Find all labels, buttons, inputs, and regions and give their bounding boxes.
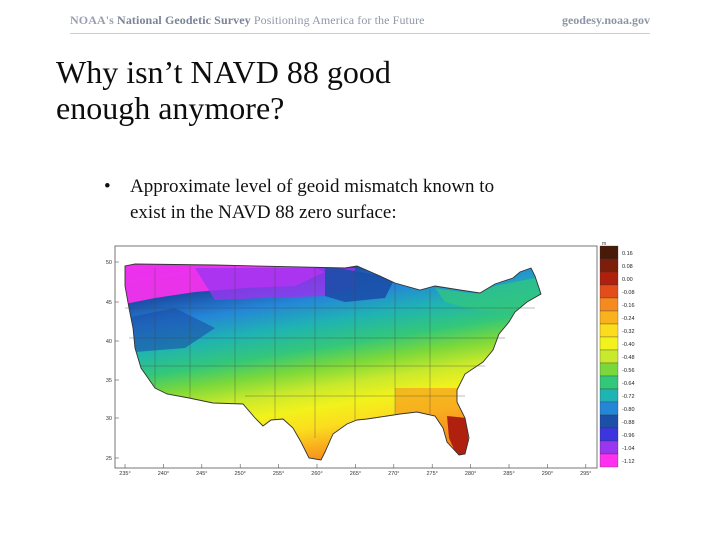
colorbar-swatch: [599, 414, 619, 429]
map-figure: 50 45 40 35 30 25 235° 240° 245° 250° 255° 260° 265…: [106, 241, 635, 477]
lat-label: 30: [106, 416, 112, 422]
colorbar-unit: m: [602, 241, 606, 247]
colorbar-label: -0.48: [622, 355, 635, 361]
colorbar-label: 0.00: [622, 277, 633, 283]
lon-label: 240°: [158, 471, 169, 477]
colorbar-swatch: [599, 323, 619, 338]
lon-label: 275°: [427, 471, 438, 477]
header-site-link[interactable]: geodesy.noaa.gov: [561, 13, 650, 27]
bullet-text: Approximate level of geoid mismatch know…: [130, 174, 630, 226]
colorbar-swatch: [599, 284, 619, 299]
colorbar-label: -0.96: [622, 433, 635, 439]
slide-title-line-1: Why isn’t NAVD 88 good: [56, 54, 391, 90]
colorbar-label: -1.04: [622, 446, 635, 452]
colorbar-label: 0.08: [622, 264, 633, 270]
lon-label: 245°: [196, 471, 207, 477]
lon-label: 260°: [311, 471, 322, 477]
colorbar-label: -0.64: [622, 381, 635, 387]
colorbar-label: -0.24: [622, 316, 635, 322]
lat-label: 45: [106, 300, 112, 306]
lon-label: 250°: [235, 471, 246, 477]
bullet-text-line-2: exist in the NAVD 88 zero surface:: [130, 202, 397, 223]
colorbar-label: -1.12: [622, 459, 635, 465]
bullet-text-line-1: Approximate level of geoid mismatch know…: [130, 176, 495, 197]
lat-label: 35: [106, 378, 112, 384]
colorbar-label: -0.80: [622, 407, 635, 413]
header-divider: [70, 33, 650, 34]
colorbar-label: -0.08: [622, 290, 635, 296]
noaa-brand: NOAA's: [70, 13, 114, 27]
lat-label: 25: [106, 456, 112, 462]
us-outline: [124, 263, 542, 461]
colorbar-label: -0.40: [622, 342, 635, 348]
colorbar-label: 0.16: [622, 251, 633, 257]
lon-label: 295°: [580, 471, 591, 477]
colorbar-swatch: [599, 297, 619, 312]
colorbar-swatch: [599, 388, 619, 403]
colorbar-swatch: [599, 440, 619, 455]
latitude-labels: 50 45 40 35 30 25: [106, 260, 119, 462]
ngs-name: National Geodetic Survey: [117, 13, 251, 27]
longitude-labels: 235° 240° 245° 250° 255° 260° 265° 270° 275° 280°…: [119, 464, 591, 477]
bullet-marker: •: [104, 176, 111, 197]
slide-title: Why isn’t NAVD 88 good enough anymore?: [56, 54, 506, 126]
slide-title-line-2: enough anymore?: [56, 90, 285, 126]
header-tagline: Positioning America for the Future: [253, 13, 425, 27]
colorbar-swatch: [599, 362, 619, 377]
colorbar-label: -0.88: [622, 420, 635, 426]
lon-label: 265°: [350, 471, 361, 477]
colorbar-swatch: [599, 349, 619, 364]
header-branding: NOAA's National Geodetic Survey Position…: [70, 13, 425, 28]
geoid-mismatch-map: 50 45 40 35 30 25 235° 240° 245° 250° 255° 260° 265…: [95, 238, 635, 478]
header-bar: NOAA's National Geodetic Survey Position…: [0, 0, 720, 40]
colorbar-label: -0.56: [622, 368, 635, 374]
lon-label: 290°: [542, 471, 553, 477]
lon-label: 280°: [465, 471, 476, 477]
lat-label: 50: [106, 260, 112, 266]
lon-label: 285°: [503, 471, 514, 477]
colorbar-swatch: [599, 427, 619, 442]
state-borders: [125, 266, 535, 438]
colorbar-swatch: [599, 336, 619, 351]
colorbar-swatch: [599, 401, 619, 416]
lat-label: 40: [106, 339, 112, 345]
colorbar-swatch: [599, 258, 619, 273]
colorbar-label: -0.72: [622, 394, 635, 400]
lon-label: 235°: [119, 471, 130, 477]
colorbar-label: -0.16: [622, 303, 635, 309]
colorbar-label: -0.32: [622, 329, 635, 335]
colorbar-swatch: [599, 375, 619, 390]
lon-label: 270°: [388, 471, 399, 477]
lon-label: 255°: [273, 471, 284, 477]
colorbar-swatch: [599, 453, 619, 468]
colorbar-swatch: [599, 245, 619, 260]
colorbar: m 0.16 0.08 0.00 -0.08 -0.16 -0.24 -0.32 -0.40 -0…: [599, 241, 635, 468]
colorbar-swatch: [599, 310, 619, 325]
colorbar-swatch: [599, 271, 619, 286]
